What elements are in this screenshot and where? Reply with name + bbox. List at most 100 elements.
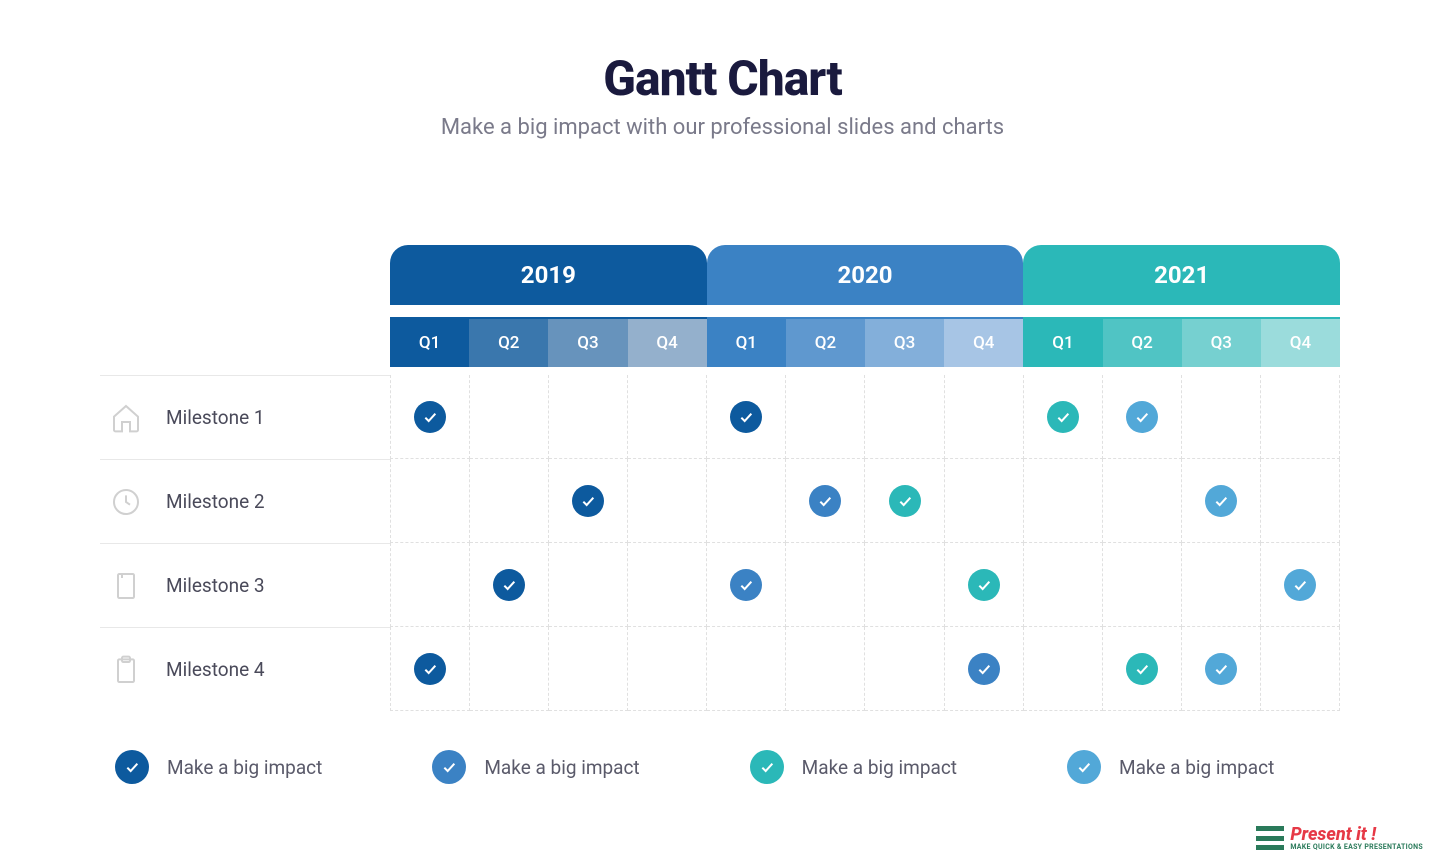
gantt-cell — [628, 459, 707, 543]
check-icon — [1126, 401, 1158, 433]
gantt-cell — [549, 459, 628, 543]
gantt-cell — [865, 543, 944, 627]
check-icon — [414, 653, 446, 685]
legend-label: Make a big impact — [1119, 756, 1274, 779]
legend: Make a big impact Make a big impact Make a… — [115, 750, 1274, 784]
gantt-cell — [707, 543, 786, 627]
milestone-label: Milestone 4 — [166, 658, 265, 681]
gantt-cell — [786, 459, 865, 543]
gantt-cell — [628, 543, 707, 627]
quarter-header: Q1 — [390, 319, 469, 367]
gantt-cell — [628, 627, 707, 711]
check-icon — [750, 750, 784, 784]
check-icon — [1205, 653, 1237, 685]
gantt-cell — [865, 459, 944, 543]
gantt-cell — [945, 543, 1024, 627]
file-icon — [110, 570, 142, 602]
check-icon — [1126, 653, 1158, 685]
quarter-header: Q4 — [1261, 319, 1340, 367]
gantt-cell — [1261, 375, 1340, 459]
year-header: 2020 — [707, 245, 1024, 305]
clock-icon — [110, 486, 142, 518]
legend-item: Make a big impact — [432, 750, 639, 784]
check-icon — [1284, 569, 1316, 601]
milestone-row-label: Milestone 3 — [100, 543, 390, 627]
legend-label: Make a big impact — [802, 756, 957, 779]
gantt-cell — [628, 375, 707, 459]
gantt-cell — [707, 459, 786, 543]
gantt-cell — [1261, 627, 1340, 711]
gantt-cell — [1261, 459, 1340, 543]
check-icon — [414, 401, 446, 433]
gantt-data-row — [390, 627, 1340, 711]
check-icon — [115, 750, 149, 784]
brand-main: Present it ! — [1290, 826, 1423, 844]
gantt-cell — [1024, 627, 1103, 711]
check-icon — [1067, 750, 1101, 784]
gantt-cell — [390, 375, 470, 459]
milestone-row-label: Milestone 4 — [100, 627, 390, 711]
gantt-cell — [1182, 459, 1261, 543]
quarter-header: Q2 — [1103, 319, 1182, 367]
check-icon — [572, 485, 604, 517]
gantt-cell — [390, 627, 470, 711]
gantt-cell — [707, 627, 786, 711]
check-icon — [968, 569, 1000, 601]
milestone-row-label: Milestone 2 — [100, 459, 390, 543]
gantt-cell — [1024, 543, 1103, 627]
gantt-cell — [707, 375, 786, 459]
gantt-cell — [786, 543, 865, 627]
quarter-header: Q3 — [548, 319, 627, 367]
gantt-cell — [1182, 627, 1261, 711]
quarter-header: Q3 — [865, 319, 944, 367]
legend-label: Make a big impact — [484, 756, 639, 779]
year-header: 2019 — [390, 245, 707, 305]
gantt-cell — [470, 375, 549, 459]
check-icon — [730, 401, 762, 433]
legend-label: Make a big impact — [167, 756, 322, 779]
brand-logo: Present it ! MAKE QUICK & EASY PRESENTAT… — [1256, 824, 1423, 852]
quarter-header: Q4 — [628, 319, 707, 367]
gantt-cell — [945, 375, 1024, 459]
gantt-cell — [390, 543, 470, 627]
gantt-cell — [470, 627, 549, 711]
gantt-cell — [786, 627, 865, 711]
quarter-header: Q4 — [944, 319, 1023, 367]
milestone-label: Milestone 1 — [166, 406, 265, 429]
quarter-header: Q1 — [707, 319, 786, 367]
gantt-cell — [1103, 543, 1182, 627]
brand-sub: MAKE QUICK & EASY PRESENTATIONS — [1290, 844, 1423, 851]
gantt-cell — [1261, 543, 1340, 627]
page-title: Gantt Chart — [0, 50, 1445, 107]
gantt-cell — [945, 627, 1024, 711]
legend-item: Make a big impact — [1067, 750, 1274, 784]
milestone-label: Milestone 3 — [166, 574, 265, 597]
check-icon — [968, 653, 1000, 685]
gantt-cell — [786, 375, 865, 459]
gantt-cell — [1182, 543, 1261, 627]
gantt-cell — [549, 627, 628, 711]
check-icon — [1205, 485, 1237, 517]
check-icon — [809, 485, 841, 517]
gantt-cell — [549, 375, 628, 459]
milestone-label: Milestone 2 — [166, 490, 265, 513]
check-icon — [493, 569, 525, 601]
gantt-cell — [1103, 375, 1182, 459]
gantt-cell — [1182, 375, 1261, 459]
quarter-header: Q2 — [469, 319, 548, 367]
gantt-cell — [470, 543, 549, 627]
gantt-cell — [549, 543, 628, 627]
milestone-row-label: Milestone 1 — [100, 375, 390, 459]
clipboard-icon — [110, 654, 142, 686]
gantt-cell — [1103, 459, 1182, 543]
quarter-header: Q2 — [786, 319, 865, 367]
legend-item: Make a big impact — [750, 750, 957, 784]
gantt-cell — [945, 459, 1024, 543]
quarter-header: Q1 — [1023, 319, 1102, 367]
gantt-cell — [390, 459, 470, 543]
page-subtitle: Make a big impact with our professional … — [0, 115, 1445, 140]
check-icon — [889, 485, 921, 517]
gantt-cell — [1024, 375, 1103, 459]
check-icon — [730, 569, 762, 601]
quarter-header: Q3 — [1182, 319, 1261, 367]
